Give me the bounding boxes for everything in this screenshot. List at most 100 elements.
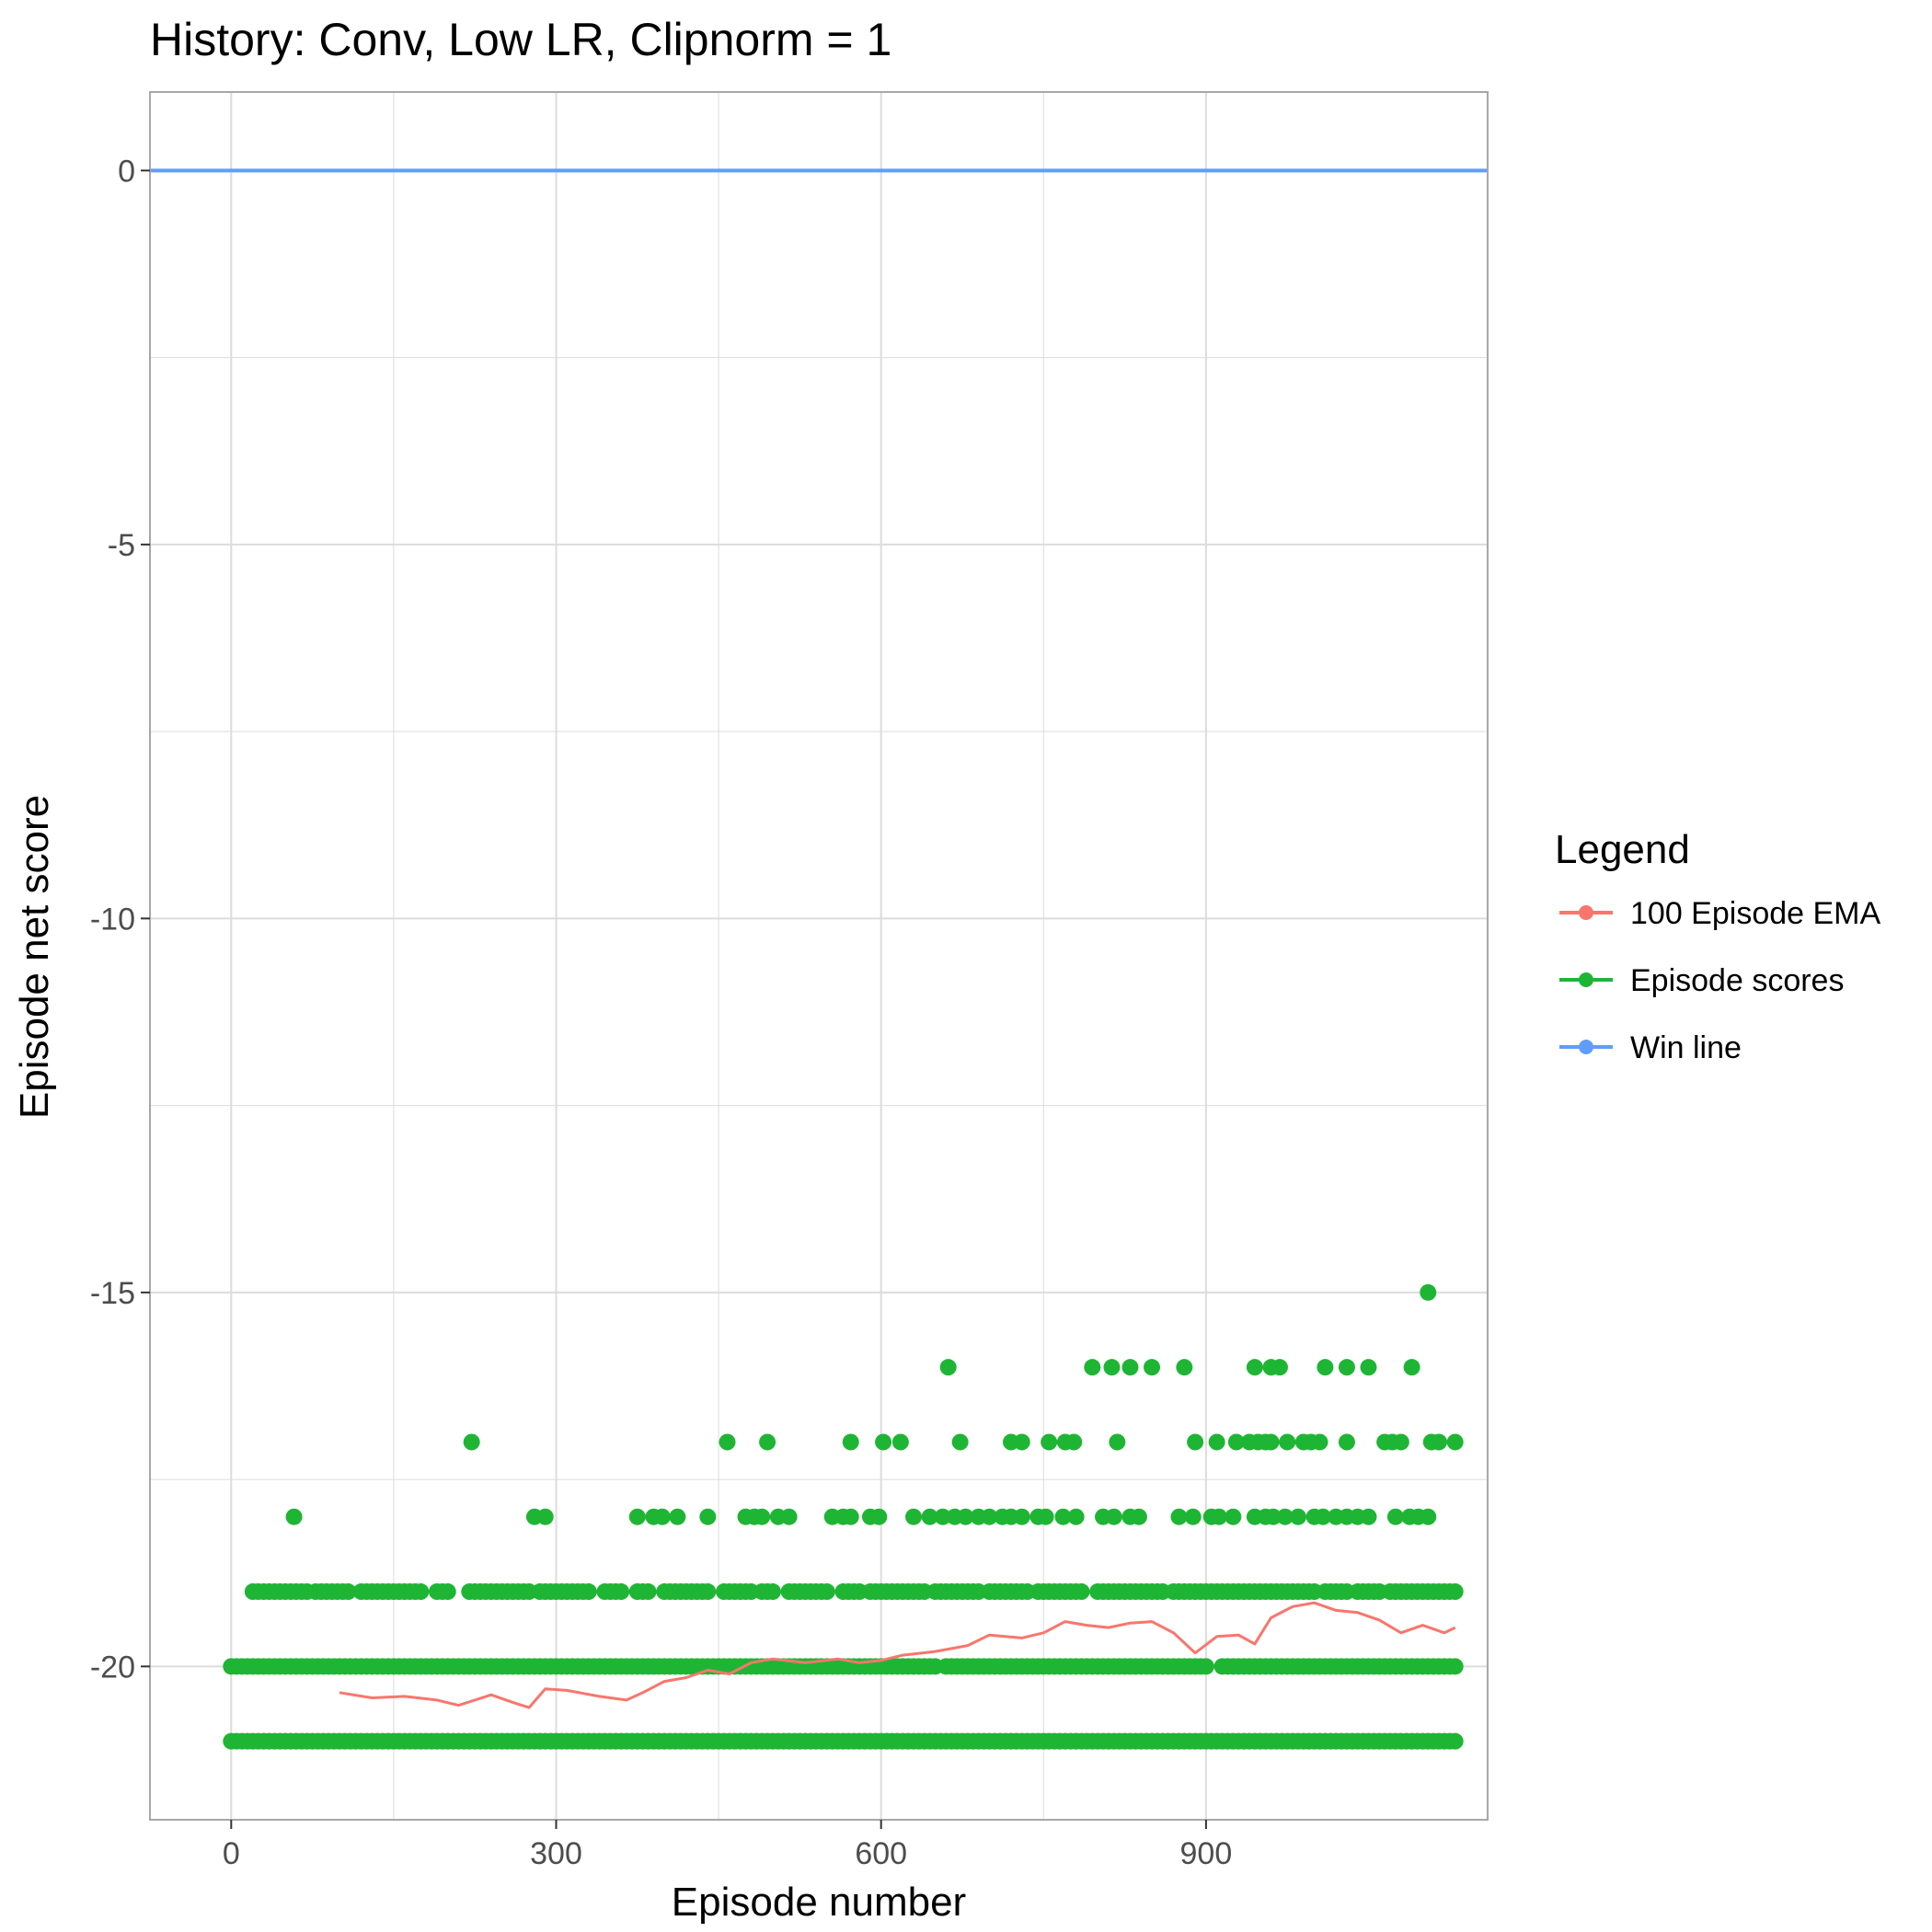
episode-score-point xyxy=(1227,1433,1245,1451)
y-tick-label: -5 xyxy=(108,528,135,563)
episode-score-point xyxy=(1338,1359,1355,1376)
episode-score-point xyxy=(412,1583,430,1601)
x-axis: 0 300 600 900 xyxy=(223,1820,1232,1871)
legend-label-ema: 100 Episode EMA xyxy=(1630,896,1880,931)
episode-score-point xyxy=(921,1508,938,1525)
episode-score-point xyxy=(1420,1508,1437,1525)
legend-title: Legend xyxy=(1555,827,1690,872)
episode-score-point xyxy=(1420,1283,1437,1301)
episode-score-point xyxy=(1403,1359,1420,1376)
plot-panel xyxy=(150,92,1488,1820)
episode-score-point xyxy=(1130,1508,1147,1525)
episode-score-point xyxy=(285,1508,303,1525)
legend-item-ema: 100 Episode EMA xyxy=(1559,896,1880,931)
episode-score-point xyxy=(1103,1359,1121,1376)
episode-score-point xyxy=(1197,1658,1214,1675)
episode-score-point xyxy=(1279,1433,1296,1451)
episode-score-point xyxy=(339,1583,357,1601)
episode-score-point xyxy=(1054,1508,1072,1525)
episode-score-point xyxy=(1065,1433,1083,1451)
episode-score-point xyxy=(628,1508,646,1525)
episode-score-point xyxy=(1037,1508,1054,1525)
episode-score-point xyxy=(1446,1732,1464,1750)
episode-score-point xyxy=(1184,1508,1202,1525)
episode-score-point xyxy=(1105,1508,1122,1525)
legend-key-ema-dot xyxy=(1579,905,1593,920)
episode-score-point xyxy=(1360,1359,1377,1376)
episode-score-point xyxy=(699,1583,717,1601)
x-axis-label: Episode number xyxy=(672,1880,966,1925)
episode-score-point xyxy=(536,1508,554,1525)
y-axis: 0 -5 -10 -15 -20 xyxy=(90,154,150,1685)
chart-title: History: Conv, Low LR, Clipnorm = 1 xyxy=(150,14,891,65)
episode-score-point xyxy=(818,1583,835,1601)
episode-score-point xyxy=(842,1433,859,1451)
episode-score-point xyxy=(1067,1508,1085,1525)
episode-score-point xyxy=(1262,1433,1280,1451)
episode-score-point xyxy=(1109,1433,1126,1451)
episode-score-point xyxy=(1446,1433,1464,1451)
episode-score-point xyxy=(780,1508,798,1525)
legend-key-win-dot xyxy=(1579,1040,1593,1054)
episode-scores-series xyxy=(223,1283,1464,1750)
episode-score-point xyxy=(939,1359,957,1376)
legend-item-scores: Episode scores xyxy=(1559,963,1844,998)
episode-score-point xyxy=(1144,1359,1161,1376)
episode-score-point xyxy=(753,1508,771,1525)
episode-score-point xyxy=(1392,1433,1409,1451)
episode-score-point xyxy=(1225,1508,1242,1525)
episode-score-point xyxy=(759,1433,776,1451)
episode-score-point xyxy=(653,1508,671,1525)
episode-score-point xyxy=(1211,1508,1228,1525)
episode-score-point xyxy=(580,1583,597,1601)
legend-key-scores-dot xyxy=(1579,972,1593,987)
x-tick-label: 0 xyxy=(223,1836,240,1871)
ema-series xyxy=(339,1601,1456,1709)
episode-score-point xyxy=(981,1508,998,1525)
x-tick-label: 600 xyxy=(855,1836,907,1871)
legend-label-win: Win line xyxy=(1630,1030,1742,1065)
episode-score-point xyxy=(1176,1359,1193,1376)
episode-score-point xyxy=(1446,1583,1464,1601)
episode-score-point xyxy=(957,1508,974,1525)
episode-score-point xyxy=(719,1433,736,1451)
episode-score-point xyxy=(870,1508,888,1525)
y-axis-label: Episode net score xyxy=(12,795,57,1119)
episode-score-point xyxy=(463,1433,480,1451)
episode-score-point xyxy=(1276,1508,1294,1525)
episode-score-point xyxy=(842,1508,859,1525)
x-tick-label: 300 xyxy=(530,1836,582,1871)
y-tick-label: 0 xyxy=(118,154,135,189)
episode-score-point xyxy=(1311,1433,1328,1451)
episode-score-point xyxy=(951,1433,969,1451)
episode-score-point xyxy=(1073,1583,1090,1601)
episode-score-point xyxy=(699,1508,717,1525)
episode-score-point xyxy=(1170,1508,1188,1525)
x-tick-label: 900 xyxy=(1180,1836,1233,1871)
episode-score-point xyxy=(891,1433,909,1451)
episode-score-point xyxy=(875,1433,892,1451)
episode-score-point xyxy=(1121,1359,1139,1376)
episode-score-point xyxy=(1041,1433,1058,1451)
episode-score-point xyxy=(613,1583,630,1601)
legend: Legend 100 Episode EMA Episode scores Wi… xyxy=(1555,827,1880,1065)
legend-label-scores: Episode scores xyxy=(1630,963,1844,998)
episode-score-point xyxy=(1187,1433,1204,1451)
episode-score-point xyxy=(1338,1433,1355,1451)
episode-score-point xyxy=(1013,1508,1030,1525)
plot-border xyxy=(149,91,1489,1821)
legend-item-win: Win line xyxy=(1559,1030,1742,1065)
episode-score-point xyxy=(934,1508,951,1525)
episode-score-point xyxy=(1289,1508,1306,1525)
episode-score-point xyxy=(1084,1359,1101,1376)
episode-score-point xyxy=(764,1583,781,1601)
episode-score-point xyxy=(1360,1508,1377,1525)
y-tick-label: -15 xyxy=(90,1276,135,1311)
episode-score-point xyxy=(1315,1508,1332,1525)
episode-score-point xyxy=(1431,1433,1448,1451)
episode-score-point xyxy=(1264,1508,1282,1525)
ema-line-mark xyxy=(339,1601,1456,1709)
episode-score-point xyxy=(1246,1359,1263,1376)
episode-score-point xyxy=(669,1508,686,1525)
